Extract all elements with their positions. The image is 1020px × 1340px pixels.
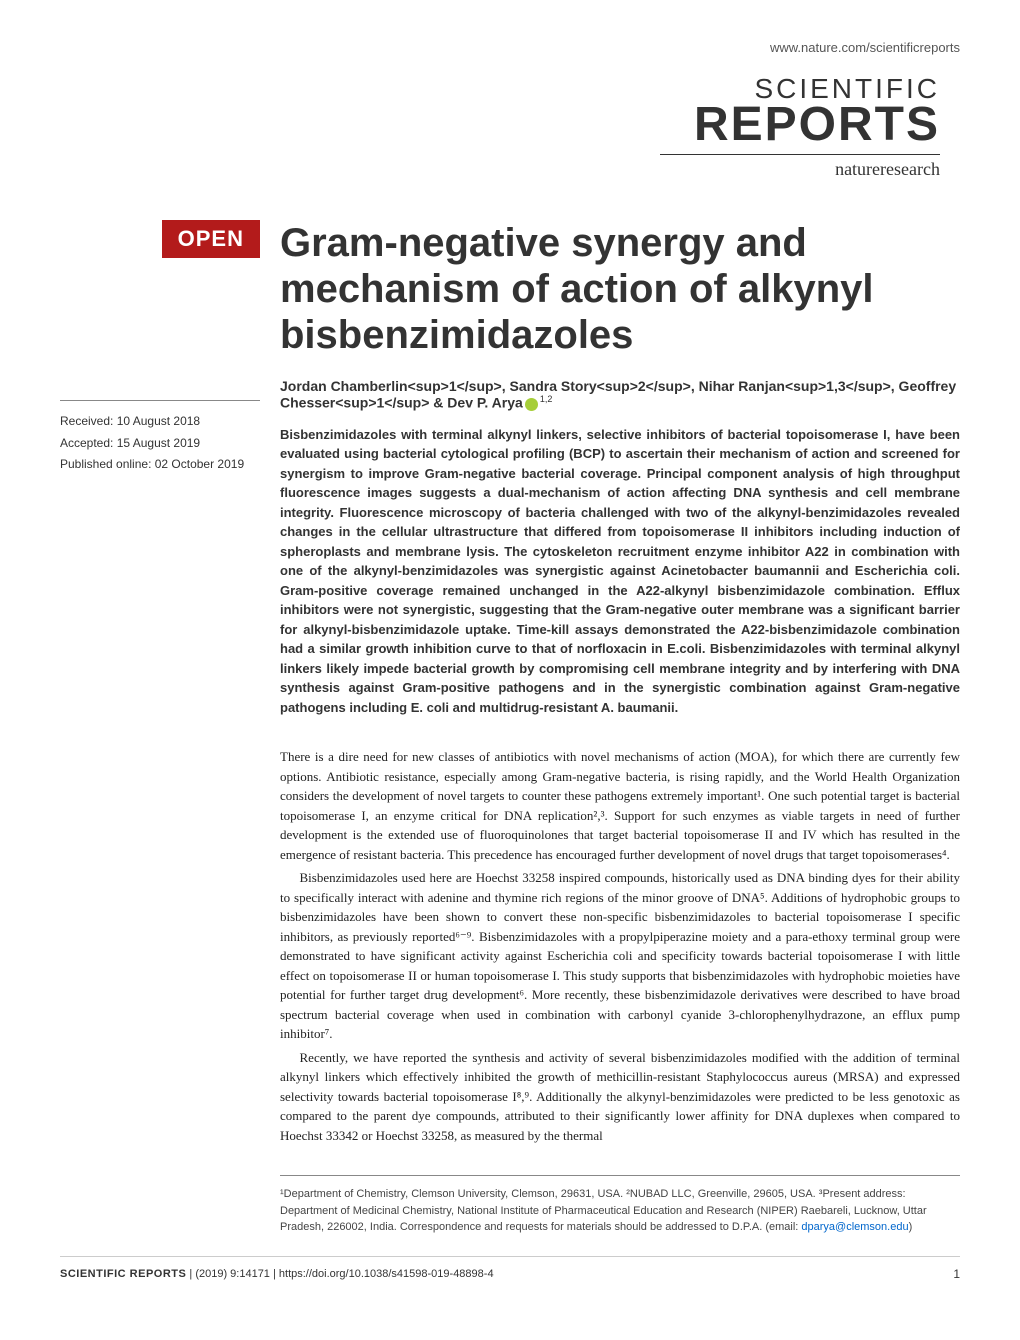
footer-citation: SCIENTIFIC REPORTS | (2019) 9:14171 | ht… bbox=[60, 1268, 494, 1280]
logo-line-2: REPORTS bbox=[60, 103, 940, 146]
journal-url: www.nature.com/scientificreports bbox=[60, 40, 960, 55]
publication-dates: Received: 10 August 2018 Accepted: 15 Au… bbox=[60, 400, 260, 476]
abstract: Bisbenzimidazoles with terminal alkynyl … bbox=[280, 425, 960, 718]
orcid-icon[interactable] bbox=[525, 398, 538, 411]
body-paragraph-1: There is a dire need for new classes of … bbox=[280, 747, 960, 864]
accepted-date: Accepted: 15 August 2019 bbox=[60, 433, 260, 455]
journal-logo: SCIENTIFIC REPORTS natureresearch bbox=[60, 75, 960, 180]
page-number: 1 bbox=[953, 1267, 960, 1281]
open-access-badge: OPEN bbox=[162, 220, 260, 258]
author-list: Jordan Chamberlin<sup>1</sup>, Sandra St… bbox=[280, 378, 960, 411]
footer-cite-text: | (2019) 9:14171 | https://doi.org/10.10… bbox=[186, 1268, 493, 1280]
article-title: Gram-negative synergy and mechanism of a… bbox=[280, 220, 960, 358]
body-paragraph-3: Recently, we have reported the synthesis… bbox=[280, 1048, 960, 1146]
body-paragraph-2: Bisbenzimidazoles used here are Hoechst … bbox=[280, 868, 960, 1044]
affiliation-close: ) bbox=[909, 1221, 913, 1233]
page-footer: SCIENTIFIC REPORTS | (2019) 9:14171 | ht… bbox=[60, 1256, 960, 1281]
authors-text: Jordan Chamberlin<sup>1</sup>, Sandra St… bbox=[280, 378, 956, 411]
footer-journal: SCIENTIFIC REPORTS bbox=[60, 1268, 186, 1280]
article-body: There is a dire need for new classes of … bbox=[280, 747, 960, 1145]
received-date: Received: 10 August 2018 bbox=[60, 411, 260, 433]
affiliations: ¹Department of Chemistry, Clemson Univer… bbox=[280, 1175, 960, 1236]
logo-subtitle: natureresearch bbox=[660, 154, 940, 180]
published-date: Published online: 02 October 2019 bbox=[60, 454, 260, 476]
correspondence-email[interactable]: dparya@clemson.edu bbox=[801, 1221, 908, 1233]
author-sup: 1,2 bbox=[540, 394, 553, 404]
